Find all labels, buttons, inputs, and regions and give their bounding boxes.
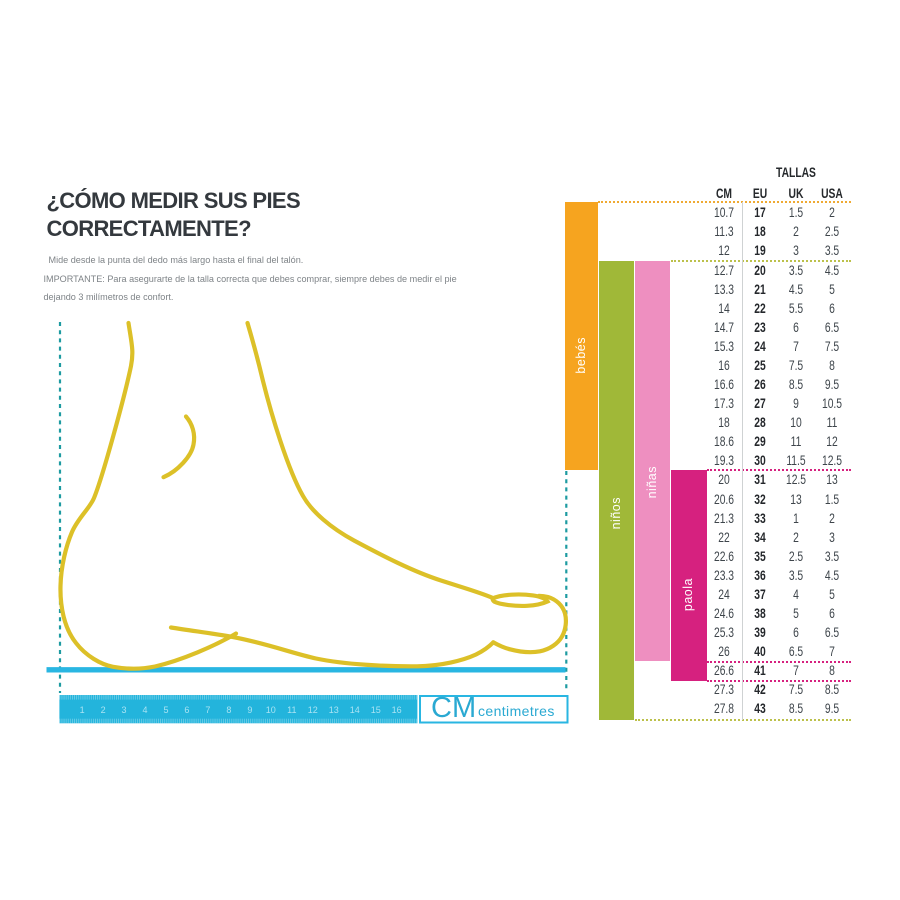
svg-text:16: 16 — [392, 705, 402, 715]
svg-text:4: 4 — [142, 705, 147, 715]
svg-text:14: 14 — [350, 705, 360, 715]
svg-text:3: 3 — [121, 705, 126, 715]
svg-text:6: 6 — [184, 705, 189, 715]
svg-text:10: 10 — [266, 705, 276, 715]
svg-text:9: 9 — [247, 705, 252, 715]
svg-text:centimetres: centimetres — [478, 703, 555, 719]
svg-text:13: 13 — [329, 705, 339, 715]
svg-text:1: 1 — [80, 705, 85, 715]
svg-text:2: 2 — [101, 705, 106, 715]
svg-text:8: 8 — [226, 705, 231, 715]
svg-text:15: 15 — [371, 705, 381, 715]
svg-text:11: 11 — [287, 705, 296, 715]
svg-text:CM: CM — [431, 692, 476, 724]
svg-text:5: 5 — [163, 705, 168, 715]
svg-text:7: 7 — [205, 705, 210, 715]
svg-text:12: 12 — [308, 705, 318, 715]
